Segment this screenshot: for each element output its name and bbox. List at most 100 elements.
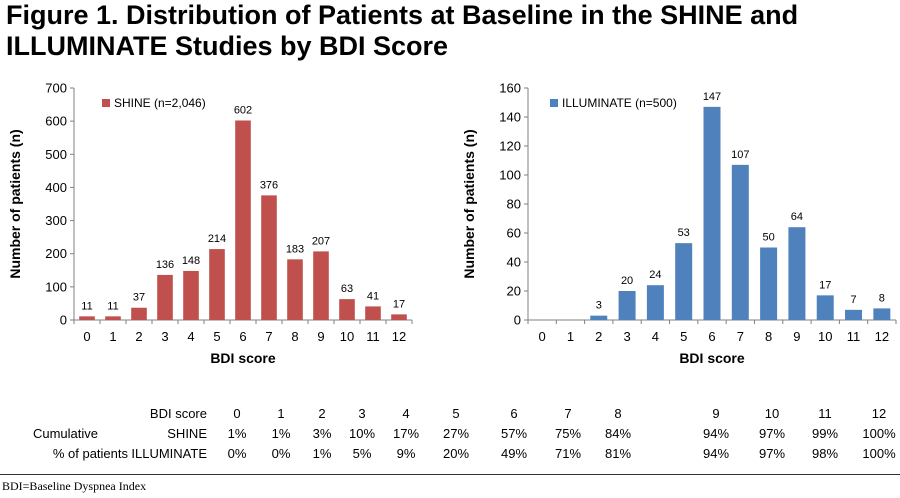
shine-bar [235, 120, 251, 320]
shine-x-tick-label: 9 [317, 329, 324, 344]
shine-data-label: 11 [107, 300, 118, 312]
illuminate-y-tick-label: 100 [499, 168, 521, 183]
illuminate-data-label: 53 [678, 227, 690, 239]
shine-x-tick-label: 0 [83, 329, 90, 344]
shine-data-label: 376 [260, 179, 278, 191]
table-column-header: 7 [564, 406, 572, 421]
shine-y-axis-title: Number of patients (n) [7, 129, 23, 278]
table-cell: 57% [500, 426, 528, 441]
illuminate-x-tick-label: 12 [875, 329, 889, 344]
table-cell: 100% [862, 426, 896, 441]
illuminate-data-label: 7 [850, 294, 856, 306]
illuminate-bar [675, 243, 693, 320]
shine-y-tick-label: 600 [45, 114, 67, 129]
shine-bar [339, 299, 355, 320]
shine-data-label: 602 [234, 104, 252, 116]
shine-bar [391, 314, 407, 320]
table-cell: 27% [442, 426, 470, 441]
illuminate-x-tick-label: 6 [708, 329, 715, 344]
shine-x-tick-label: 12 [392, 329, 406, 344]
shine-y-tick-label: 300 [45, 213, 67, 228]
shine-y-tick-label: 700 [45, 81, 67, 96]
illuminate-x-tick-label: 8 [765, 329, 772, 344]
illuminate-data-label: 64 [791, 211, 803, 223]
illuminate-y-axis-title: Number of patients (n) [461, 129, 477, 278]
illuminate-y-tick-label: 60 [507, 226, 521, 241]
illuminate-data-label: 50 [762, 232, 774, 244]
shine-x-tick-label: 1 [109, 329, 116, 344]
shine-x-tick-label: 6 [239, 329, 246, 344]
shine-bar [105, 316, 121, 320]
illuminate-data-label: 20 [621, 275, 633, 287]
shine-bar [261, 195, 277, 320]
shine-data-label: 214 [208, 233, 226, 245]
illuminate-bar [590, 315, 608, 320]
shine-data-label: 11 [81, 300, 92, 312]
table-column-header: 1 [277, 406, 285, 421]
shine-x-axis-title: BDI score [210, 350, 276, 366]
table-column-header: 2 [318, 406, 326, 421]
table-cell: 1% [271, 426, 291, 441]
illuminate-x-axis-title: BDI score [679, 350, 745, 366]
shine-x-tick-label: 5 [213, 329, 220, 344]
shine-data-label: 207 [312, 235, 330, 247]
illuminate-x-tick-label: 7 [737, 329, 744, 344]
illuminate-bar-chart: 0 20 40 60 80 100 120 140 160 0 1 3 2 20 3 24 4 53 5 147 6 10… [461, 81, 897, 366]
shine-x-tick-label: 3 [161, 329, 168, 344]
illuminate-x-tick-label: 11 [847, 329, 861, 344]
shine-data-label: 41 [367, 290, 379, 302]
table-cell: 84% [604, 426, 632, 441]
illuminate-y-tick-label: 0 [514, 313, 521, 328]
table-column-header: 6 [510, 406, 518, 421]
table-cell: 0% [271, 446, 291, 461]
illuminate-x-tick-label: 2 [595, 329, 602, 344]
table-header-label: BDI score [149, 406, 207, 421]
illuminate-x-tick-label: 5 [680, 329, 687, 344]
illuminate-x-tick-label: 0 [539, 329, 546, 344]
table-cell: 1% [227, 426, 247, 441]
shine-x-tick-label: 11 [366, 329, 380, 344]
illuminate-y-tick-label: 120 [499, 139, 521, 154]
illuminate-data-label: 8 [879, 292, 885, 304]
illuminate-data-label: 24 [649, 269, 661, 281]
table-column-header: 12 [871, 406, 887, 421]
illuminate-bar [731, 164, 749, 320]
shine-data-label: 37 [133, 292, 145, 304]
table-cell: 0% [227, 446, 247, 461]
table-group-label: % of patients [52, 446, 128, 461]
shine-y-tick-label: 100 [45, 279, 67, 294]
illuminate-bar [845, 309, 863, 320]
table-column-header: 4 [402, 406, 410, 421]
table-cell: 1% [312, 446, 332, 461]
illuminate-x-tick-label: 9 [793, 329, 800, 344]
shine-y-tick-label: 0 [60, 313, 67, 328]
shine-bar-chart: 0100200300400500600700110111372136314842… [7, 81, 413, 366]
illuminate-data-label: 3 [596, 300, 602, 312]
table-row-label: ILLUMINATE [131, 446, 207, 461]
table-column-header: 11 [818, 406, 832, 421]
table-column-header: 0 [233, 406, 241, 421]
shine-data-label: 63 [341, 283, 353, 295]
shine-y-tick-label: 200 [45, 246, 67, 261]
footer-divider [0, 474, 900, 475]
table-column-header: 10 [764, 406, 780, 421]
table-group-label: Cumulative [32, 426, 98, 441]
table-cell: 3% [312, 426, 332, 441]
illuminate-data-label: 17 [819, 279, 831, 291]
table-cell: 10% [348, 426, 376, 441]
illuminate-bar [873, 308, 891, 320]
shine-x-tick-label: 2 [135, 329, 142, 344]
table-cell: 20% [442, 446, 470, 461]
illuminate-x-tick-label: 4 [652, 329, 659, 344]
shine-y-tick-label: 400 [45, 180, 67, 195]
shine-data-label: 17 [393, 298, 405, 310]
illuminate-bar [703, 106, 721, 320]
shine-x-tick-label: 10 [340, 329, 354, 344]
shine-y-tick-label: 500 [45, 147, 67, 162]
table-cell: 94% [702, 446, 730, 461]
shine-bar [365, 306, 381, 320]
shine-data-label: 136 [156, 259, 174, 271]
shine-legend-swatch [102, 99, 110, 107]
table-cell: 9% [396, 446, 416, 461]
illuminate-legend-swatch [550, 99, 558, 107]
